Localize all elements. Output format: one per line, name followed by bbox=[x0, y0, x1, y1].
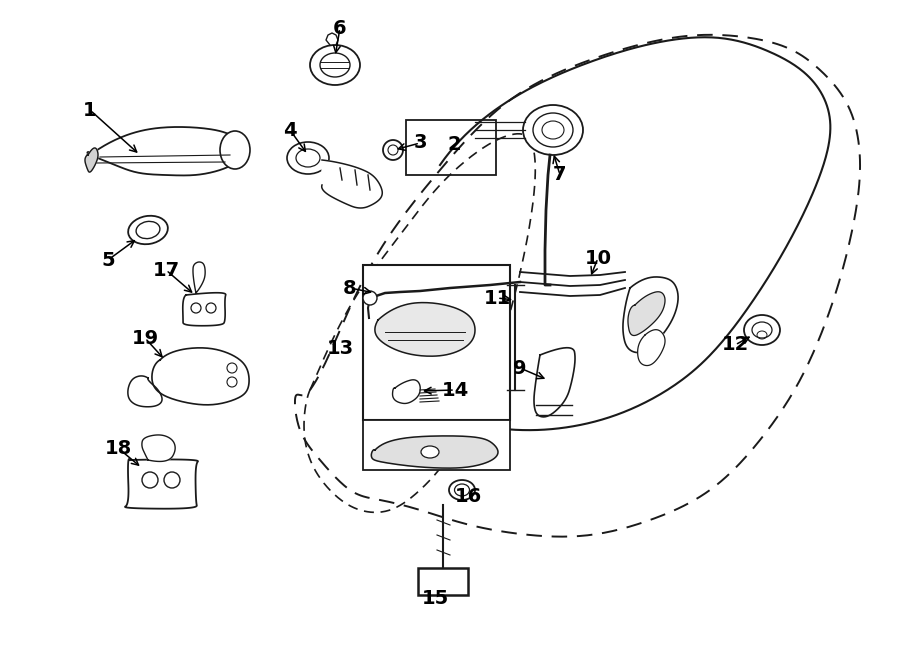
Polygon shape bbox=[375, 303, 475, 356]
Text: 19: 19 bbox=[131, 329, 158, 348]
Text: 5: 5 bbox=[101, 251, 115, 270]
Text: 18: 18 bbox=[104, 438, 131, 457]
Ellipse shape bbox=[421, 446, 439, 458]
Polygon shape bbox=[392, 380, 420, 403]
Ellipse shape bbox=[310, 45, 360, 85]
Polygon shape bbox=[363, 420, 510, 470]
Text: 16: 16 bbox=[454, 488, 482, 506]
Text: 17: 17 bbox=[152, 260, 180, 280]
Circle shape bbox=[363, 291, 377, 305]
Polygon shape bbox=[372, 436, 498, 468]
Polygon shape bbox=[142, 435, 176, 461]
Text: 4: 4 bbox=[284, 120, 297, 139]
Polygon shape bbox=[418, 568, 468, 595]
Ellipse shape bbox=[287, 142, 329, 174]
Polygon shape bbox=[534, 348, 575, 417]
Ellipse shape bbox=[523, 105, 583, 155]
Polygon shape bbox=[637, 330, 665, 366]
Text: 11: 11 bbox=[483, 288, 510, 307]
Text: 10: 10 bbox=[584, 249, 611, 268]
Polygon shape bbox=[152, 348, 249, 405]
Text: 1: 1 bbox=[83, 100, 97, 120]
Polygon shape bbox=[193, 262, 205, 293]
Circle shape bbox=[383, 140, 403, 160]
Polygon shape bbox=[125, 459, 198, 509]
Polygon shape bbox=[85, 148, 98, 172]
Text: 7: 7 bbox=[554, 165, 567, 184]
Text: 9: 9 bbox=[513, 358, 526, 377]
Text: 6: 6 bbox=[333, 19, 346, 38]
Ellipse shape bbox=[220, 131, 250, 169]
Ellipse shape bbox=[128, 215, 167, 244]
Text: 15: 15 bbox=[421, 588, 448, 607]
Text: 8: 8 bbox=[343, 278, 356, 297]
Text: 2: 2 bbox=[447, 136, 461, 155]
Polygon shape bbox=[183, 293, 226, 326]
Ellipse shape bbox=[449, 480, 475, 500]
Polygon shape bbox=[87, 127, 240, 175]
Text: 13: 13 bbox=[327, 338, 354, 358]
Polygon shape bbox=[128, 376, 162, 407]
Text: 14: 14 bbox=[441, 381, 469, 399]
Polygon shape bbox=[321, 160, 382, 208]
Polygon shape bbox=[363, 265, 510, 420]
Ellipse shape bbox=[744, 315, 780, 345]
Text: 12: 12 bbox=[722, 336, 749, 354]
Polygon shape bbox=[623, 277, 678, 352]
Polygon shape bbox=[628, 292, 665, 336]
Text: 3: 3 bbox=[413, 134, 427, 153]
